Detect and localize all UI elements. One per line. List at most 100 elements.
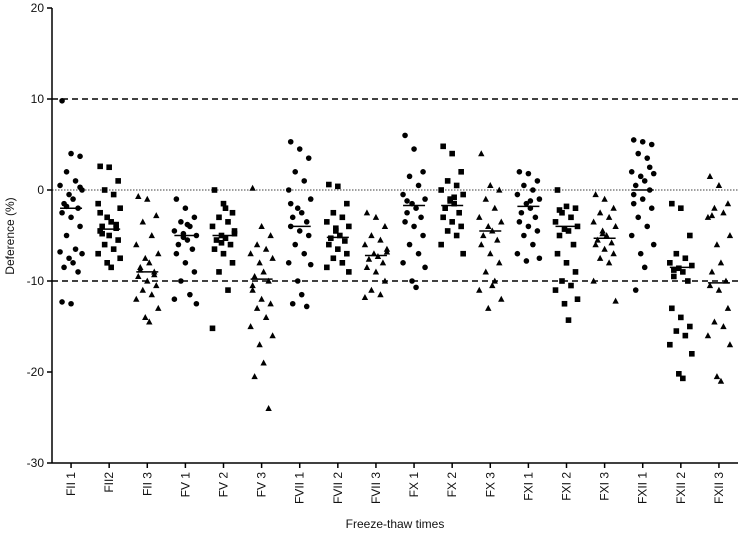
point: [287, 200, 294, 207]
point: [605, 213, 613, 220]
point: [253, 241, 261, 248]
point: [144, 277, 151, 284]
point: [381, 223, 389, 229]
point: [265, 277, 272, 284]
point: [680, 375, 686, 382]
point: [599, 230, 606, 237]
point: [400, 191, 406, 198]
point: [294, 205, 301, 211]
point: [516, 169, 523, 175]
point: [523, 200, 530, 207]
point: [209, 325, 216, 332]
x-tick-label: FV 3: [255, 472, 269, 498]
point: [75, 269, 81, 275]
point: [496, 186, 503, 193]
point: [110, 191, 117, 198]
point: [704, 213, 712, 220]
point: [422, 196, 428, 202]
point: [99, 230, 105, 237]
point: [641, 264, 648, 271]
point: [59, 299, 65, 305]
point: [572, 205, 579, 211]
point: [556, 207, 563, 213]
point: [294, 278, 301, 284]
point: [635, 150, 642, 157]
point: [260, 359, 267, 366]
point: [135, 192, 142, 199]
point: [363, 209, 371, 216]
point: [534, 228, 541, 234]
point: [706, 282, 714, 289]
point: [680, 269, 686, 275]
point: [68, 214, 74, 221]
point: [536, 196, 543, 202]
point: [418, 214, 424, 221]
y-tick-label: 10: [31, 92, 45, 106]
point: [420, 169, 426, 175]
point: [368, 286, 375, 293]
point: [404, 198, 410, 204]
point: [704, 332, 712, 339]
point: [590, 218, 597, 225]
point: [460, 250, 466, 257]
point: [726, 341, 734, 348]
point: [592, 241, 599, 248]
point: [333, 225, 339, 232]
x-tick-label: FXII 1: [636, 472, 650, 504]
point: [682, 332, 689, 339]
point: [559, 278, 565, 284]
point: [568, 282, 574, 289]
point: [480, 232, 487, 239]
point: [530, 187, 536, 193]
point: [561, 300, 568, 307]
point: [453, 232, 460, 239]
point: [678, 314, 684, 321]
y-tick-label: -10: [27, 274, 45, 288]
point: [673, 250, 680, 257]
point: [220, 200, 227, 207]
point: [269, 332, 276, 339]
point: [605, 259, 613, 266]
x-tick-label: FX 1: [407, 472, 421, 498]
point: [68, 150, 74, 157]
point: [726, 232, 734, 239]
point: [97, 163, 103, 170]
point: [153, 282, 160, 289]
point: [115, 178, 121, 184]
point: [444, 178, 451, 184]
point: [301, 250, 308, 257]
point: [66, 191, 72, 198]
point: [678, 205, 684, 211]
point: [400, 260, 406, 266]
point: [289, 214, 296, 221]
point: [173, 250, 180, 257]
point: [724, 304, 732, 311]
point: [650, 241, 657, 248]
point: [487, 250, 494, 257]
point: [265, 405, 272, 411]
point: [142, 254, 149, 261]
point: [478, 241, 485, 248]
x-tick-label: FXII 3: [712, 472, 726, 504]
point: [218, 239, 225, 246]
point: [708, 212, 716, 219]
point: [95, 250, 101, 257]
point: [411, 223, 417, 230]
point: [667, 341, 673, 348]
point: [292, 169, 299, 175]
point: [262, 314, 270, 320]
point: [209, 223, 216, 230]
point: [444, 228, 451, 234]
point: [521, 232, 527, 239]
point: [113, 221, 119, 228]
point: [339, 260, 346, 266]
point: [70, 196, 76, 202]
point: [377, 236, 384, 243]
x-tick-label: FV 1: [178, 472, 192, 498]
point: [713, 241, 721, 248]
point: [363, 263, 371, 270]
point: [383, 248, 391, 255]
point: [267, 232, 274, 239]
point: [556, 232, 563, 239]
point: [590, 277, 597, 284]
